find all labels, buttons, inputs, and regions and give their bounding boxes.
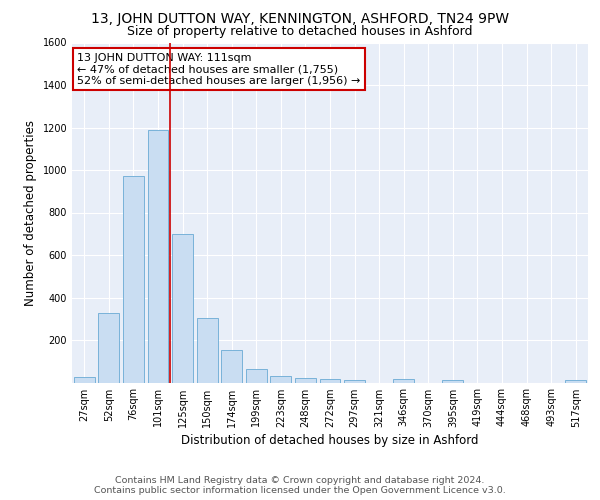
Bar	[98, 314, 119, 382]
Bar	[393, 380, 414, 382]
Bar	[74, 377, 95, 382]
Bar	[565, 380, 586, 382]
Text: 13, JOHN DUTTON WAY, KENNINGTON, ASHFORD, TN24 9PW: 13, JOHN DUTTON WAY, KENNINGTON, ASHFORD…	[91, 12, 509, 26]
Bar	[320, 380, 340, 382]
Bar	[271, 376, 292, 382]
Bar	[246, 368, 267, 382]
Bar	[172, 234, 193, 382]
Text: Contains HM Land Registry data © Crown copyright and database right 2024.
Contai: Contains HM Land Registry data © Crown c…	[94, 476, 506, 495]
X-axis label: Distribution of detached houses by size in Ashford: Distribution of detached houses by size …	[181, 434, 479, 447]
Bar	[148, 130, 169, 382]
Bar	[442, 380, 463, 382]
Bar	[344, 380, 365, 382]
Text: 13 JOHN DUTTON WAY: 111sqm
← 47% of detached houses are smaller (1,755)
52% of s: 13 JOHN DUTTON WAY: 111sqm ← 47% of deta…	[77, 52, 361, 86]
Bar	[295, 378, 316, 382]
Bar	[221, 350, 242, 382]
Text: Size of property relative to detached houses in Ashford: Size of property relative to detached ho…	[127, 25, 473, 38]
Bar	[197, 318, 218, 382]
Y-axis label: Number of detached properties: Number of detached properties	[24, 120, 37, 306]
Bar	[123, 176, 144, 382]
